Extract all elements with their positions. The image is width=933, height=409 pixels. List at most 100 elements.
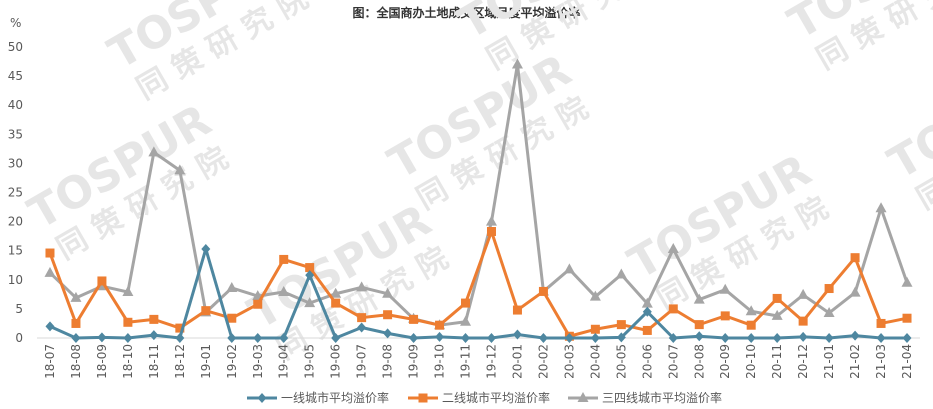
- x-tick-label: 18-11: [147, 344, 161, 379]
- data-point-diamond: [149, 330, 159, 341]
- y-tick-label: 5: [15, 302, 23, 316]
- data-point-square: [279, 254, 289, 264]
- y-axis-ticks: 0 5 10 15 20 25 30 35 40 45 50: [8, 40, 23, 345]
- data-point-diamond: [279, 333, 289, 343]
- data-point-square: [409, 314, 419, 324]
- data-point-diamond: [435, 331, 445, 342]
- data-point-triangle: [226, 281, 238, 292]
- y-tick-label: 50: [8, 40, 23, 54]
- x-tick-label: 21-01: [822, 344, 836, 379]
- x-tick-label: 19-01: [199, 344, 213, 379]
- x-tick-label: 20-09: [718, 344, 732, 379]
- data-point-diamond: [538, 333, 548, 343]
- data-point-diamond: [824, 333, 834, 343]
- x-tick-label: 20-03: [562, 344, 576, 379]
- data-point-diamond: [694, 331, 704, 342]
- data-point-triangle: [823, 306, 835, 317]
- data-point-square: [435, 320, 445, 330]
- data-point-triangle: [875, 202, 887, 213]
- data-point-triangle: [615, 268, 627, 279]
- data-point-square: [149, 314, 159, 324]
- data-point-diamond: [71, 333, 81, 343]
- x-tick-label: 20-07: [666, 344, 680, 379]
- data-point-triangle: [563, 263, 575, 274]
- legend-item: 二线城市平均溢价率: [408, 390, 550, 405]
- y-tick-label: 0: [15, 331, 23, 345]
- y-tick-label: 25: [8, 186, 23, 200]
- series-1: [45, 243, 912, 343]
- data-point-diamond: [357, 322, 367, 333]
- data-point-square: [227, 313, 237, 323]
- legend: 一线城市平均溢价率 二线城市平均溢价率 三四线城市平均溢价率: [247, 390, 722, 405]
- legend-label: 二线城市平均溢价率: [442, 390, 550, 405]
- x-axis-ticks: 18-07 18-08 18-09 18-10 18-11 18-12 19-01 19-02…: [43, 344, 914, 379]
- data-point-triangle: [577, 392, 589, 402]
- data-point-square: [305, 263, 315, 273]
- x-tick-label: 19-05: [303, 344, 317, 379]
- data-point-square: [175, 323, 185, 333]
- data-point-diamond: [123, 333, 133, 343]
- data-point-diamond: [45, 321, 55, 332]
- x-tick-label: 20-08: [692, 344, 706, 379]
- chart-title: 图：全国商办土地成交区域月度平均溢价率: [352, 6, 581, 20]
- data-point-square: [616, 320, 626, 330]
- data-point-square: [461, 298, 471, 308]
- data-point-diamond: [331, 333, 341, 343]
- data-point-triangle: [511, 58, 523, 69]
- data-point-diamond: [564, 333, 574, 343]
- x-tick-label: 18-12: [173, 344, 187, 379]
- data-point-diamond: [257, 393, 267, 403]
- x-tick-label: 21-03: [874, 344, 888, 379]
- data-point-diamond: [512, 329, 522, 340]
- data-point-triangle: [460, 315, 472, 326]
- data-point-triangle: [44, 266, 56, 277]
- y-tick-label: 45: [8, 69, 23, 83]
- data-point-diamond: [772, 333, 782, 343]
- data-point-triangle: [719, 283, 731, 294]
- data-point-diamond: [461, 333, 471, 343]
- x-tick-label: 19-07: [355, 344, 369, 379]
- data-point-diamond: [175, 333, 185, 343]
- data-point-diamond: [642, 306, 652, 317]
- data-point-diamond: [720, 333, 730, 343]
- data-point-triangle: [122, 286, 134, 297]
- data-point-diamond: [876, 333, 886, 343]
- data-point-diamond: [616, 332, 626, 343]
- series-2: [45, 226, 912, 341]
- data-point-diamond: [409, 333, 419, 343]
- data-point-triangle: [330, 287, 342, 298]
- data-point-triangle: [797, 288, 809, 299]
- x-tick-label: 20-04: [588, 344, 602, 379]
- series-line: [49, 247, 908, 340]
- data-point-square: [590, 324, 600, 334]
- data-point-triangle: [278, 286, 290, 297]
- data-point-diamond: [227, 333, 237, 343]
- data-point-square: [746, 320, 756, 330]
- y-tick-label: 15: [8, 244, 23, 258]
- data-point-diamond: [902, 333, 912, 343]
- data-point-square: [824, 284, 834, 294]
- data-point-square: [772, 293, 782, 303]
- x-tick-label: 21-02: [848, 344, 862, 379]
- x-tick-label: 20-11: [770, 344, 784, 379]
- data-point-square: [383, 310, 393, 320]
- data-point-triangle: [485, 215, 497, 226]
- legend-item: 三四线城市平均溢价率: [568, 390, 722, 405]
- data-point-triangle: [849, 286, 861, 297]
- x-tick-label: 20-02: [536, 344, 550, 379]
- y-tick-label: 30: [8, 156, 23, 170]
- legend-label: 三四线城市平均溢价率: [602, 390, 722, 405]
- y-tick-label: 40: [8, 98, 23, 112]
- x-tick-label: 19-12: [484, 344, 498, 379]
- data-point-triangle: [693, 293, 705, 304]
- y-tick-label: 35: [8, 127, 23, 141]
- data-point-diamond: [383, 328, 393, 339]
- series-layer: [44, 58, 913, 343]
- data-point-square: [418, 393, 428, 403]
- data-point-square: [97, 276, 107, 286]
